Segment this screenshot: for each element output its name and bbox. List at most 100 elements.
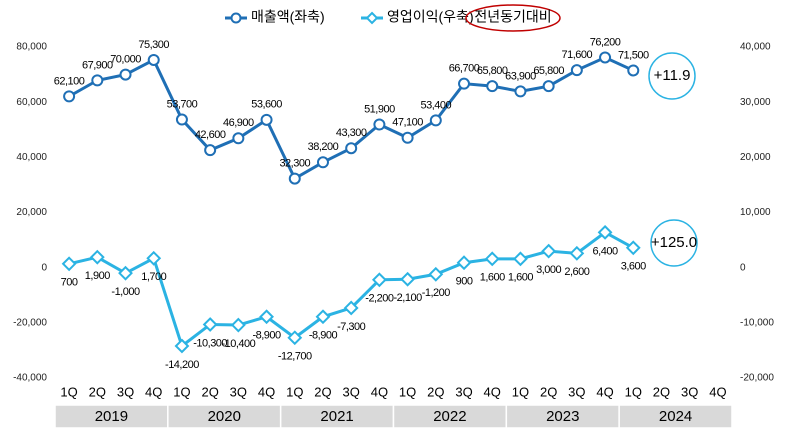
marker [627, 64, 640, 77]
data-label: 3,000 [536, 264, 561, 276]
marker [260, 113, 273, 126]
x-tick-label: 2Q [314, 384, 331, 399]
annotation: 전년동기대비 [474, 9, 551, 25]
data-label: 2,600 [564, 266, 589, 278]
data-label: 76,200 [590, 36, 621, 48]
data-label: 1,900 [85, 270, 110, 282]
legend-label: 영업이익(우축) [387, 9, 474, 25]
year-label: 2019 [95, 408, 128, 425]
marker [569, 245, 585, 261]
y2-tick-label: 10,000 [740, 207, 771, 218]
y-tick-label: 80,000 [16, 42, 47, 53]
y-tick-label: 40,000 [16, 152, 47, 163]
data-label: 3,600 [621, 261, 646, 273]
annotation: +125.0 [651, 234, 697, 251]
x-tick-label: 4Q [145, 384, 162, 399]
y2-tick-label: 30,000 [740, 97, 771, 108]
annotation: +11.9 [654, 67, 691, 84]
data-label: 46,900 [223, 117, 254, 129]
data-label: 51,900 [364, 103, 395, 115]
marker [89, 249, 105, 265]
y-tick-label: 20,000 [16, 207, 47, 218]
data-label: 38,200 [308, 141, 339, 153]
marker [486, 80, 499, 93]
marker [541, 243, 557, 259]
data-label: 71,500 [618, 49, 649, 61]
data-label: 1,600 [480, 272, 505, 284]
x-tick-label: 1Q [512, 384, 529, 399]
marker [401, 131, 414, 144]
data-label: 63,900 [505, 70, 536, 82]
data-label: 47,100 [392, 117, 423, 129]
marker [63, 90, 76, 103]
marker [400, 271, 416, 287]
x-tick-label: 1Q [399, 384, 416, 399]
data-label: 900 [456, 276, 473, 288]
data-label: 66,700 [449, 63, 480, 75]
x-tick-label: 4Q [371, 384, 388, 399]
x-tick-label: 2Q [427, 384, 444, 399]
marker [174, 338, 190, 354]
data-label: -12,700 [278, 351, 312, 363]
legend-marker [230, 12, 242, 24]
x-tick-label: 1Q [173, 384, 190, 399]
marker [456, 255, 472, 271]
y-tick-label: -20,000 [13, 317, 47, 328]
marker [570, 64, 583, 77]
x-tick-label: 2Q [89, 384, 106, 399]
year-cell [618, 404, 733, 429]
data-label: 42,600 [195, 129, 226, 141]
data-label: 75,300 [138, 39, 169, 51]
data-label: 1,700 [141, 271, 166, 283]
marker [625, 240, 641, 256]
year-label: 2020 [208, 408, 241, 425]
data-label: 53,700 [167, 98, 198, 110]
marker [315, 309, 331, 325]
data-label: 67,900 [82, 59, 113, 71]
year-label: 2021 [320, 408, 353, 425]
x-tick-label: 1Q [60, 384, 77, 399]
marker [371, 272, 387, 288]
marker [259, 309, 274, 325]
marker [202, 317, 218, 332]
legend-label: 매출액(좌축) [251, 9, 325, 25]
marker [542, 80, 555, 93]
marker [316, 156, 329, 169]
marker [91, 74, 104, 87]
data-label: -14,200 [165, 359, 199, 371]
annotation-circle [648, 52, 696, 100]
marker [343, 300, 359, 316]
data-label: 70,000 [110, 53, 141, 65]
x-tick-label: 2Q [201, 384, 218, 399]
marker [428, 266, 444, 282]
marker [373, 118, 386, 131]
data-label: -2,100 [394, 292, 423, 304]
data-label: 32,300 [279, 157, 310, 169]
marker [118, 265, 133, 281]
x-tick-label: 4Q [258, 384, 275, 399]
annotation-circle [650, 219, 698, 267]
data-label: 1,600 [508, 272, 533, 284]
y2-tick-label: -10,000 [740, 317, 774, 328]
x-tick-label: 3Q [455, 384, 472, 399]
marker [514, 85, 527, 98]
x-tick-label: 3Q [568, 384, 585, 399]
x-tick-label: 3Q [681, 384, 698, 399]
marker [204, 144, 217, 157]
y2-tick-label: 0 [740, 262, 746, 273]
y2-tick-label: -20,000 [740, 373, 774, 384]
data-label: -1,000 [111, 286, 140, 298]
marker [288, 172, 301, 185]
x-tick-label: 4Q [709, 384, 726, 399]
year-label: 2023 [546, 408, 579, 425]
x-tick-label: 4Q [484, 384, 501, 399]
data-label: 65,800 [477, 65, 508, 77]
y-tick-label: -40,000 [13, 373, 47, 384]
data-label: 65,800 [533, 65, 564, 77]
data-label: 53,400 [420, 99, 451, 111]
y2-tick-label: 40,000 [740, 42, 771, 53]
x-tick-label: 1Q [625, 384, 642, 399]
marker [429, 114, 442, 127]
